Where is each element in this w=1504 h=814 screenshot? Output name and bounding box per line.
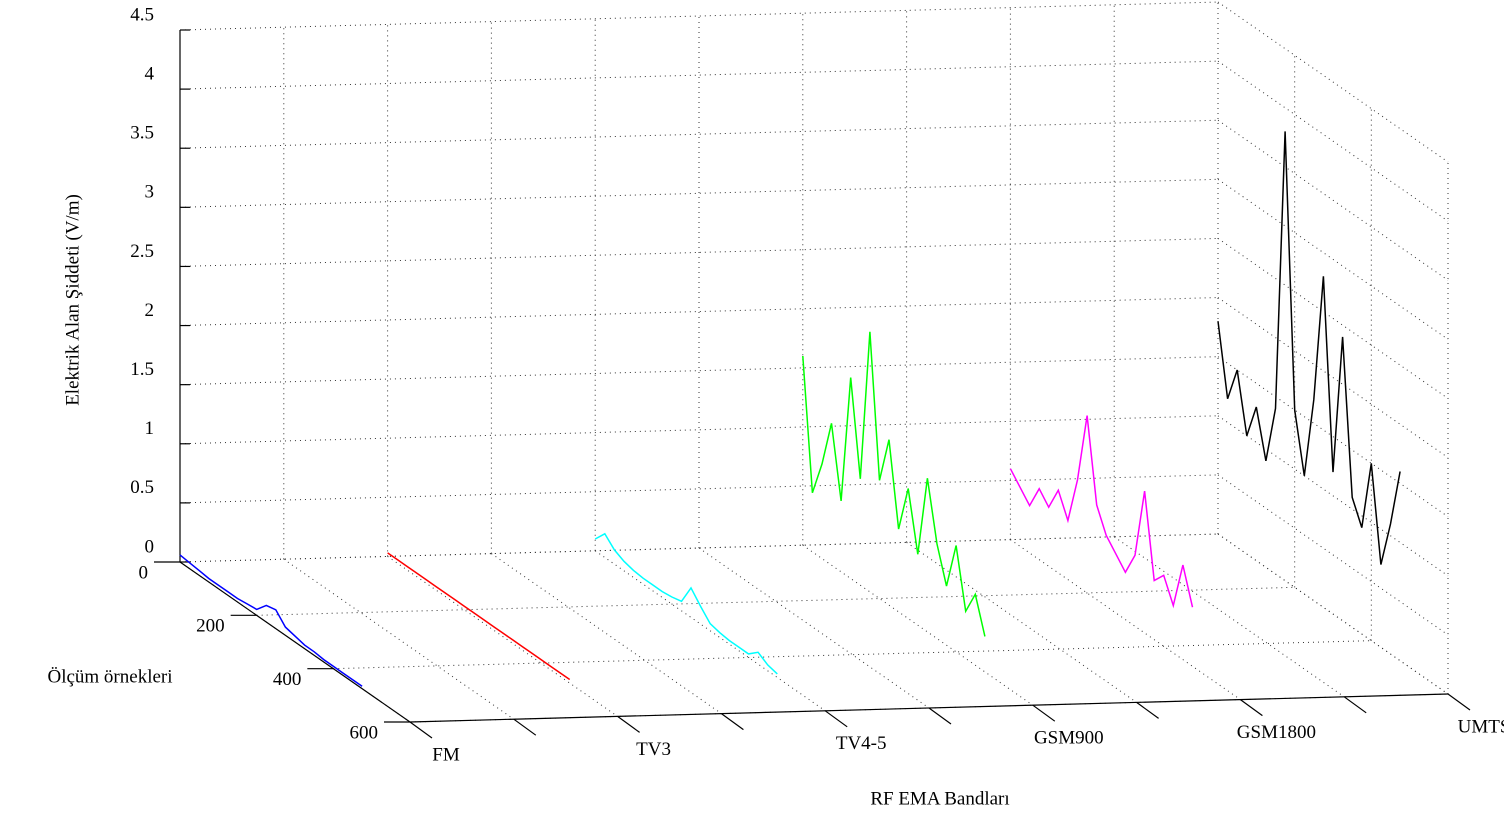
grid-line bbox=[179, 1, 1219, 31]
grid-line bbox=[802, 544, 1034, 706]
tick-mark bbox=[721, 713, 744, 731]
tick-mark bbox=[1032, 704, 1056, 722]
grid-line bbox=[1217, 1, 1449, 163]
grid-line bbox=[179, 356, 1219, 386]
grid-line bbox=[256, 586, 1295, 616]
grid-line bbox=[1217, 238, 1449, 399]
series-line bbox=[387, 552, 571, 681]
tick-mark bbox=[1240, 699, 1263, 717]
grid-line bbox=[1217, 297, 1449, 458]
tick-mark bbox=[617, 715, 640, 733]
grid-line bbox=[283, 558, 515, 720]
grid-line bbox=[1217, 356, 1449, 518]
series-line bbox=[802, 331, 986, 637]
z-tick-label: 4 bbox=[145, 63, 155, 84]
tick-mark bbox=[513, 718, 537, 736]
z-tick-label: 4.5 bbox=[130, 4, 154, 25]
series-line bbox=[1217, 131, 1401, 565]
grid-line bbox=[906, 541, 1137, 703]
grid-line bbox=[1217, 60, 1449, 222]
grid-line bbox=[387, 555, 618, 717]
grid-line bbox=[1010, 539, 1241, 701]
grid-line bbox=[491, 553, 722, 715]
z-tick-label: 2.5 bbox=[130, 241, 154, 262]
grid-line bbox=[179, 237, 1219, 267]
x-tick-label: GSM900 bbox=[1034, 728, 1104, 749]
y-axis-label: Ölçüm örnekleri bbox=[47, 666, 172, 687]
grid-line bbox=[1217, 178, 1449, 340]
y-tick-label: 200 bbox=[196, 616, 225, 637]
grid-line bbox=[1217, 119, 1449, 281]
grid-line bbox=[179, 533, 1219, 563]
grid-line bbox=[179, 178, 1219, 208]
z-tick-label: 1 bbox=[145, 418, 155, 439]
grid-line bbox=[1217, 415, 1449, 577]
series-line bbox=[1009, 415, 1194, 609]
grid-line bbox=[179, 119, 1219, 149]
grid-line bbox=[698, 547, 930, 709]
grid-line bbox=[1217, 474, 1449, 636]
grid-line bbox=[179, 474, 1219, 504]
y-tick-label: 400 bbox=[273, 669, 302, 690]
tick-mark bbox=[1447, 693, 1471, 711]
x-axis-label: RF EMA Bandları bbox=[870, 788, 1009, 809]
y-tick-label: 0 bbox=[139, 562, 149, 583]
y-tick-label: 600 bbox=[350, 722, 379, 743]
z-tick-label: 3 bbox=[145, 182, 155, 203]
grid-line bbox=[1217, 533, 1449, 695]
tick-mark bbox=[1343, 696, 1367, 714]
tick-mark bbox=[824, 710, 848, 728]
series-line bbox=[179, 554, 363, 687]
x-tick-label: TV3 bbox=[636, 739, 671, 760]
tick-mark bbox=[1136, 701, 1159, 719]
z-tick-label: 3.5 bbox=[130, 123, 154, 144]
tick-mark bbox=[409, 721, 433, 739]
z-tick-label: 2 bbox=[145, 300, 155, 321]
series-line bbox=[594, 532, 778, 675]
x-tick-label: FM bbox=[432, 744, 460, 765]
grid-line bbox=[333, 640, 1372, 670]
y-axis bbox=[179, 561, 411, 723]
grid-line bbox=[179, 415, 1219, 445]
grid-line bbox=[179, 297, 1219, 327]
x-tick-label: UMTS bbox=[1458, 716, 1504, 737]
z-tick-label: 0 bbox=[145, 536, 155, 557]
grid-line bbox=[594, 550, 826, 712]
x-tick-label: TV4-5 bbox=[836, 733, 887, 754]
z-axis-label: Elektrik Alan Şiddeti (V/m) bbox=[62, 194, 83, 406]
grid-line bbox=[1113, 536, 1345, 698]
grid-line bbox=[179, 60, 1219, 90]
x-tick-label: GSM1800 bbox=[1237, 722, 1316, 743]
z-tick-label: 1.5 bbox=[130, 359, 154, 380]
tick-mark bbox=[928, 707, 952, 725]
z-tick-label: 0.5 bbox=[130, 477, 154, 498]
